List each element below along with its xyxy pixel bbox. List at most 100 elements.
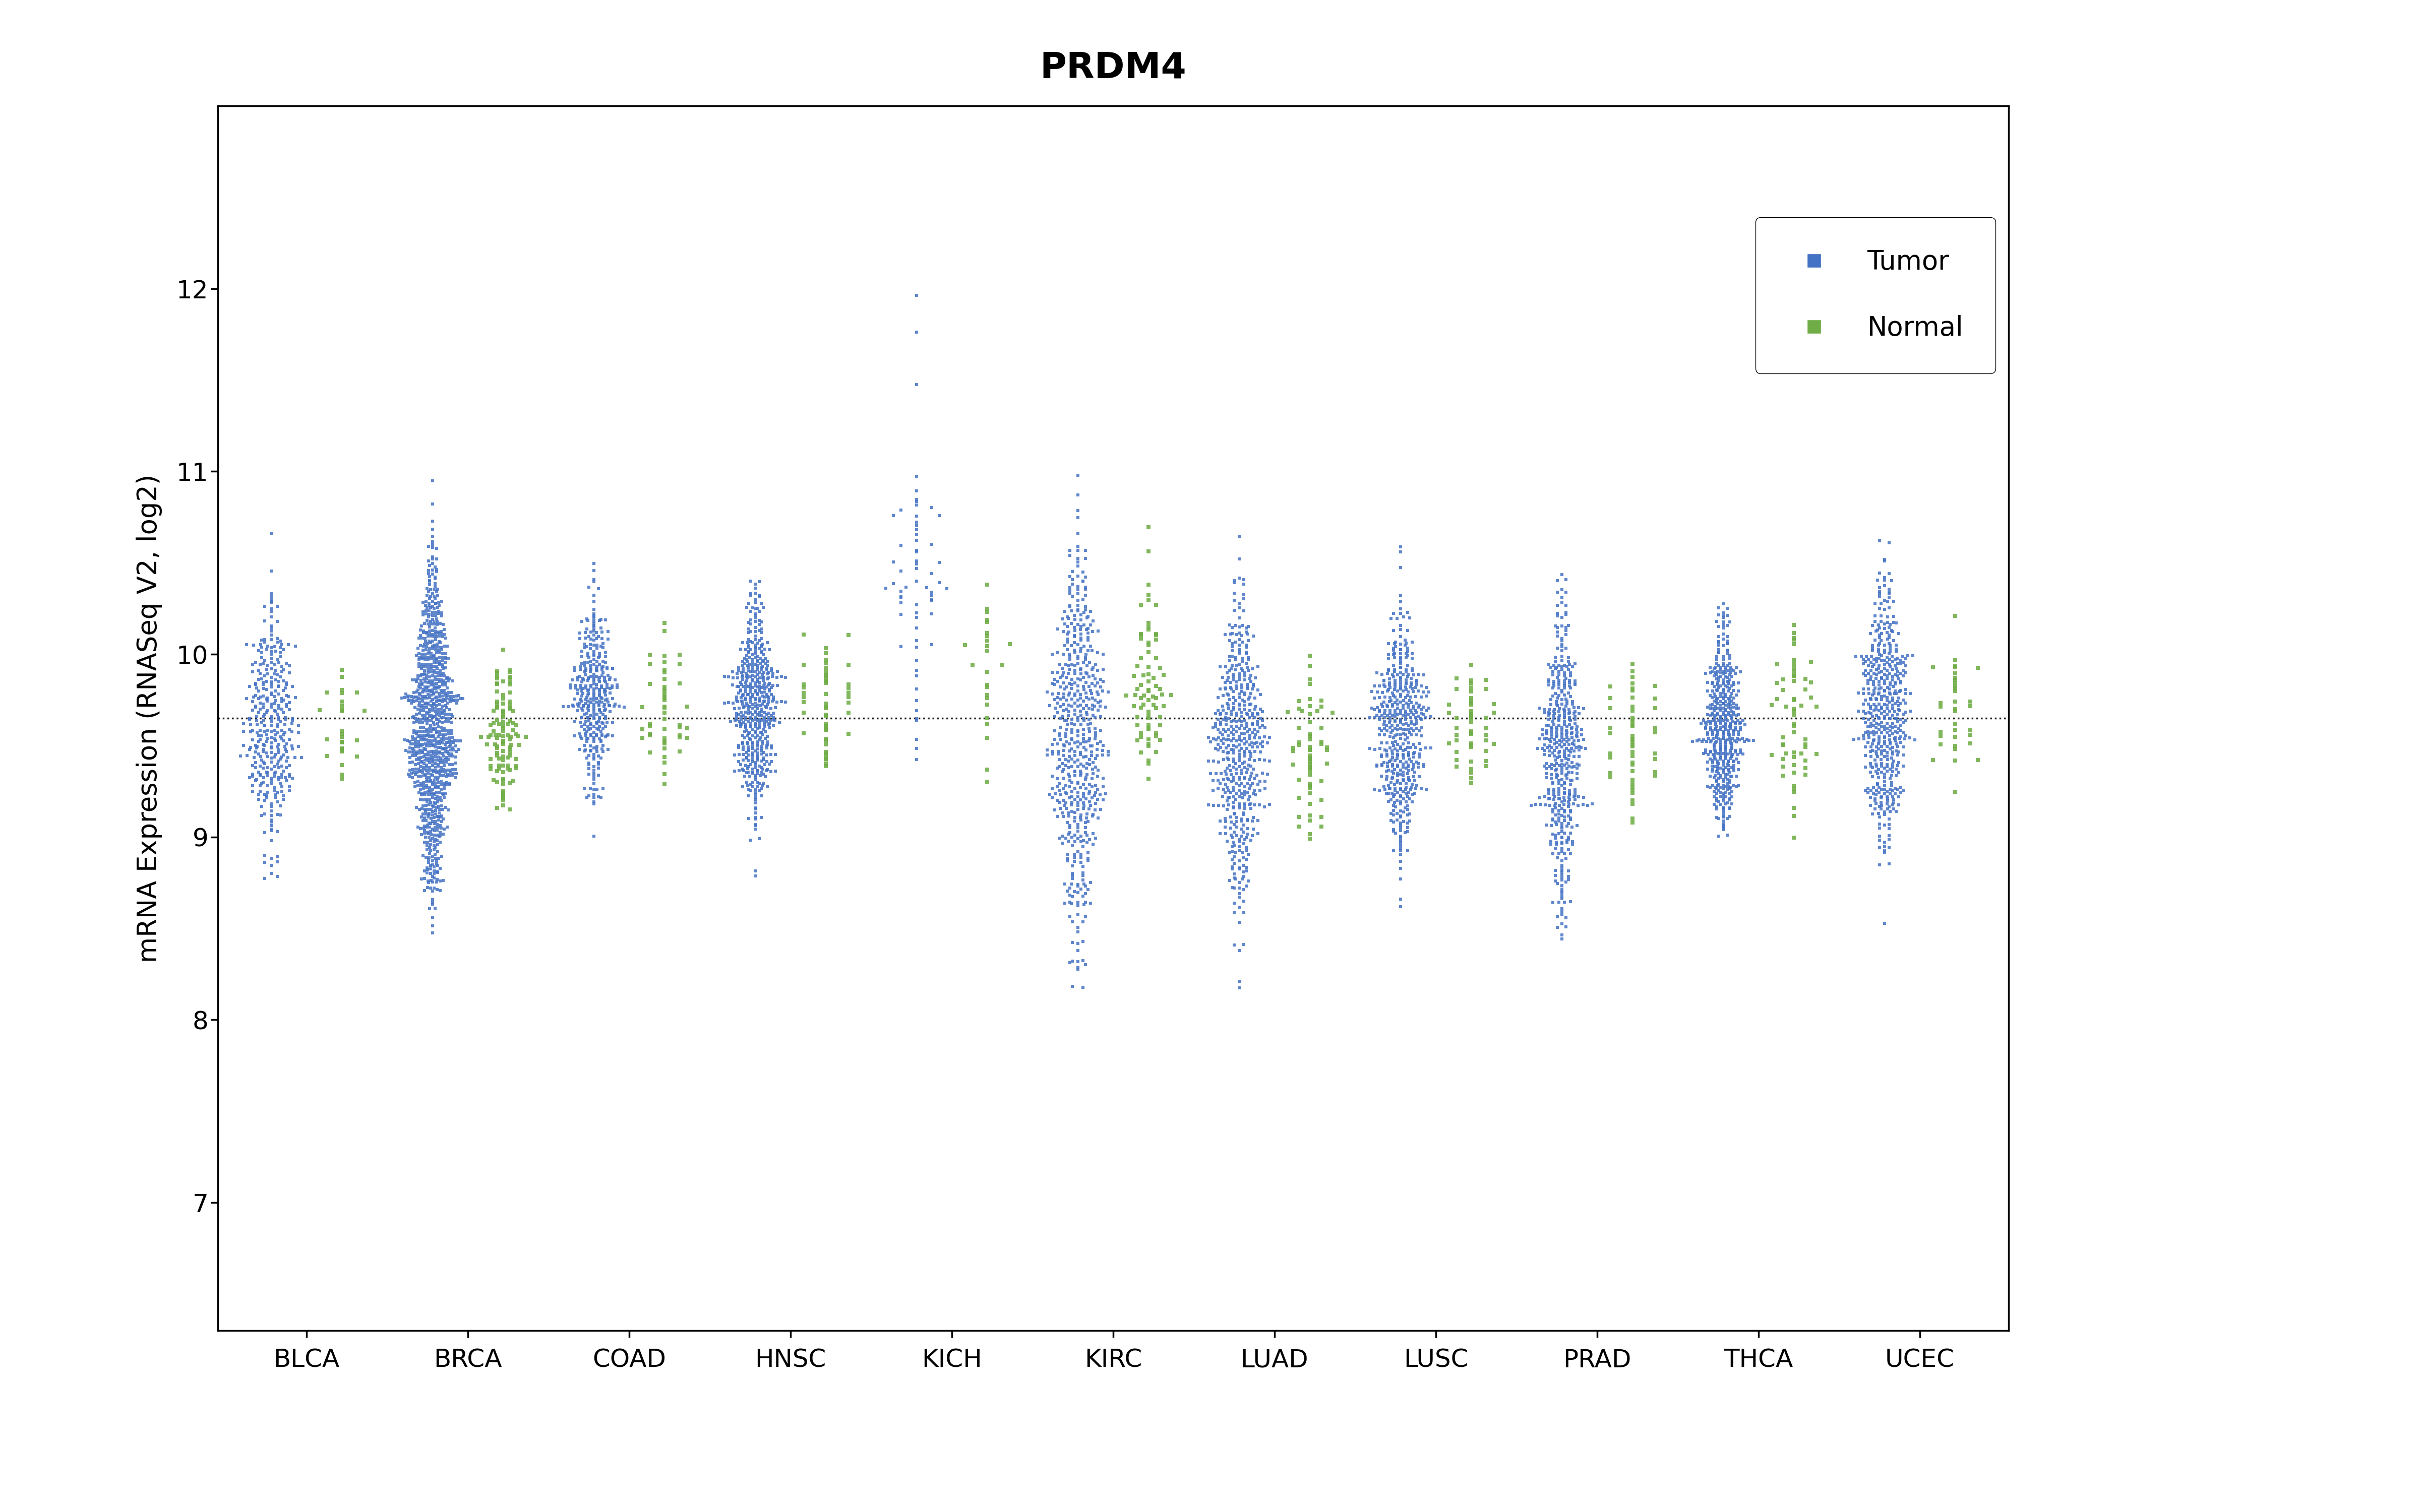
Point: [1849, 708, 1888, 732]
Point: [1070, 789, 1108, 813]
Point: [506, 724, 544, 748]
Point: [1764, 677, 1803, 702]
Point: [1696, 714, 1735, 738]
Point: [1062, 759, 1101, 783]
Point: [1551, 712, 1590, 736]
Point: [1229, 753, 1268, 777]
Point: [1774, 720, 1813, 744]
Point: [898, 503, 937, 528]
Point: [721, 700, 760, 724]
Point: [1868, 605, 1907, 629]
Point: [244, 664, 283, 688]
Point: [424, 646, 462, 670]
Point: [1549, 789, 1588, 813]
Point: [748, 724, 786, 748]
Point: [1070, 726, 1108, 750]
Point: [1614, 771, 1653, 795]
Point: [1614, 739, 1653, 764]
Point: [736, 606, 774, 631]
Point: [414, 661, 453, 685]
Point: [1375, 761, 1413, 785]
Point: [414, 803, 453, 827]
Point: [714, 673, 753, 697]
Point: [1399, 754, 1437, 779]
Point: [741, 715, 779, 739]
Point: [968, 683, 1007, 708]
Point: [1868, 747, 1907, 771]
Point: [1696, 768, 1735, 792]
Point: [496, 747, 535, 771]
Point: [407, 692, 445, 717]
Point: [1786, 727, 1825, 751]
Point: [728, 699, 767, 723]
Point: [409, 640, 448, 664]
Point: [716, 702, 755, 726]
Point: [1861, 632, 1900, 656]
Point: [1866, 638, 1905, 662]
Point: [1546, 661, 1585, 685]
Point: [1053, 572, 1091, 596]
Point: [1043, 620, 1082, 644]
Point: [1542, 912, 1580, 936]
Point: [322, 767, 361, 791]
Point: [1077, 724, 1116, 748]
Point: [1539, 593, 1578, 617]
Point: [1614, 652, 1653, 676]
Point: [753, 661, 791, 685]
Point: [1859, 801, 1897, 826]
Point: [1222, 673, 1261, 697]
Point: [419, 868, 457, 892]
Point: [1389, 643, 1428, 667]
Point: [1072, 682, 1111, 706]
Point: [1387, 776, 1425, 800]
Point: [1362, 692, 1401, 717]
Point: [416, 848, 455, 872]
Point: [259, 594, 298, 618]
Point: [1859, 773, 1897, 797]
Point: [421, 646, 460, 670]
Point: [244, 738, 283, 762]
Point: [1861, 715, 1900, 739]
Point: [574, 570, 612, 594]
Point: [1058, 894, 1096, 918]
Point: [1699, 720, 1738, 744]
Point: [402, 771, 440, 795]
Point: [1244, 709, 1283, 733]
Point: [257, 662, 295, 686]
Point: [414, 491, 453, 516]
Point: [743, 742, 782, 767]
Point: [407, 658, 445, 682]
Point: [1053, 862, 1091, 886]
Point: [716, 705, 755, 729]
Point: [726, 638, 765, 662]
Point: [411, 780, 450, 804]
Point: [1883, 688, 1921, 712]
Point: [1614, 659, 1653, 683]
Point: [748, 692, 786, 717]
Point: [806, 747, 845, 771]
Point: [1229, 726, 1268, 750]
Point: [1360, 699, 1399, 723]
Point: [1137, 646, 1176, 670]
Point: [731, 569, 770, 593]
Point: [1074, 667, 1113, 691]
Point: [1713, 744, 1752, 768]
Point: [404, 686, 443, 711]
Point: [728, 745, 767, 770]
Point: [1065, 706, 1104, 730]
Point: [1517, 792, 1556, 816]
Point: [1290, 724, 1329, 748]
Point: [424, 600, 462, 624]
Point: [1871, 851, 1909, 875]
Point: [436, 688, 474, 712]
Point: [736, 812, 774, 836]
Point: [1844, 662, 1883, 686]
Point: [1876, 791, 1914, 815]
Point: [232, 753, 271, 777]
Point: [428, 736, 467, 761]
Point: [1614, 810, 1653, 835]
Point: [1217, 670, 1256, 694]
Point: [1055, 682, 1094, 706]
Point: [1041, 694, 1079, 718]
Point: [1401, 777, 1440, 801]
